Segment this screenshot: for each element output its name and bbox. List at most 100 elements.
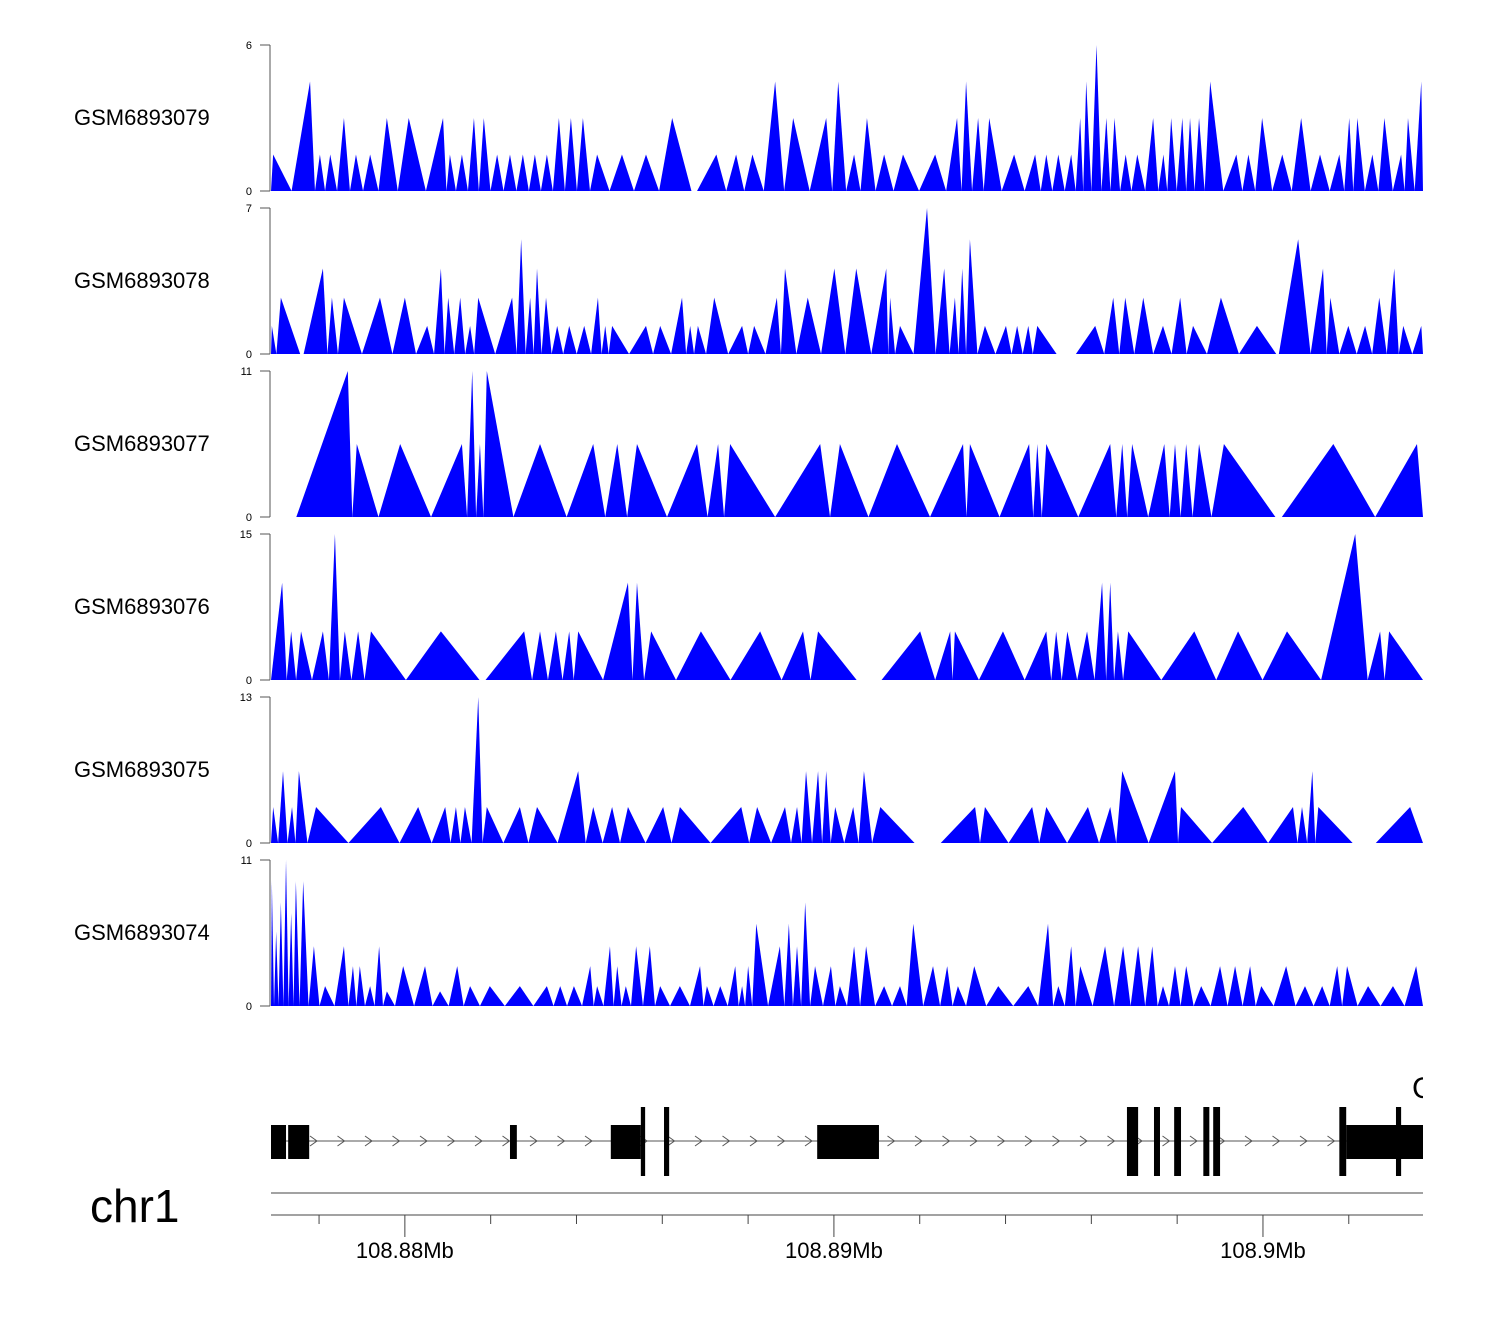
track-label: GSM6893075 <box>74 757 210 782</box>
signal-peak <box>1268 807 1298 843</box>
signal-peak <box>1342 966 1358 1006</box>
signal-peak <box>1022 325 1033 354</box>
track-GSM6893074: 0 11 GSM6893074 <box>74 855 1423 1013</box>
signal-peak <box>671 807 711 843</box>
signal-peak <box>490 154 504 191</box>
signal-peak <box>1052 154 1065 191</box>
signal-peak <box>645 807 672 843</box>
signal-peak <box>809 118 833 191</box>
signal-peak <box>483 371 514 517</box>
data-tracks: 0 6 GSM6893079 0 7 GSM6893078 0 11 GSM6893077 0 15… <box>74 40 1423 1013</box>
signal-peak <box>307 807 349 843</box>
signal-peak <box>781 631 811 680</box>
signal-peak <box>935 631 953 680</box>
signal-peak <box>749 807 772 843</box>
strand-arrow-icon <box>722 1135 731 1147</box>
signal-peak <box>775 444 831 517</box>
exon <box>610 1125 641 1159</box>
signal-peak <box>1039 807 1068 843</box>
signal-peak <box>977 325 996 354</box>
signal-peak <box>557 771 586 843</box>
genome-axis: 108.88Mb 108.89Mb 108.9Mb <box>271 1192 1423 1263</box>
signal-peak <box>1153 325 1172 354</box>
signal-peak <box>293 881 300 1006</box>
signal-peak <box>541 297 552 354</box>
signal-peak <box>1357 986 1381 1006</box>
signal-peak <box>1186 325 1207 354</box>
signal-peak <box>830 807 845 843</box>
signal-peak <box>503 807 529 843</box>
strand-arrow-icon <box>474 1135 483 1147</box>
signal-peak <box>374 946 383 1006</box>
signal-peak <box>1278 239 1311 354</box>
signal-peak <box>845 268 872 354</box>
signal-peak <box>1161 631 1217 680</box>
signal-peak <box>602 807 621 843</box>
strand-arrow-icon <box>392 1135 401 1147</box>
signal-peak <box>1329 966 1343 1006</box>
signal-peak <box>1094 582 1107 680</box>
signal-peak <box>748 325 766 354</box>
signal-peak <box>573 631 604 680</box>
strand-arrow-icon <box>1024 1135 1033 1147</box>
track-label: GSM6893077 <box>74 431 210 456</box>
signal-peak <box>780 268 797 354</box>
signal-peak <box>1040 154 1053 191</box>
signal-peak <box>591 297 602 354</box>
signal-peak <box>1075 325 1105 354</box>
exon <box>1126 1107 1139 1176</box>
signal-peak <box>1092 946 1115 1006</box>
signal-peak <box>946 118 962 191</box>
signal-peak <box>952 631 979 680</box>
signal-peak <box>271 325 277 354</box>
signal-peak <box>1353 118 1365 191</box>
signal-peak <box>533 268 542 354</box>
signal-peak <box>801 902 811 1006</box>
signal-peak <box>448 966 464 1006</box>
exon <box>664 1107 670 1176</box>
signal-peak <box>860 118 876 191</box>
signal-peak <box>847 946 861 1006</box>
signal-peak <box>553 986 568 1006</box>
signal-peak <box>528 807 558 843</box>
signal-peak <box>1116 771 1149 843</box>
strand-arrow-icon <box>804 1135 813 1147</box>
signal-peak <box>1212 807 1269 843</box>
signal-peak <box>1262 631 1322 680</box>
signal-peak <box>763 81 785 191</box>
signal-peak <box>1339 325 1357 354</box>
signal-peak <box>271 881 275 1006</box>
signal-peak <box>540 154 553 191</box>
signal-peak <box>694 325 707 354</box>
signal-peak <box>875 154 894 191</box>
track-GSM6893075: 0 13 GSM6893075 <box>74 692 1423 850</box>
signal-peak <box>1295 986 1314 1006</box>
gene-label: C <box>1412 1072 1434 1105</box>
signal-peak <box>1310 154 1330 191</box>
signal-peak <box>476 444 484 517</box>
signal-peak <box>689 966 704 1006</box>
signal-peak <box>356 966 365 1006</box>
signal-peak <box>1178 807 1213 843</box>
signal-peak <box>659 118 692 191</box>
signal-peak <box>875 986 893 1006</box>
signal-peak <box>895 325 914 354</box>
signal-peak <box>1157 986 1170 1006</box>
signal-peak <box>791 807 802 843</box>
signal-peak <box>670 986 690 1006</box>
y-tick-label-max: 7 <box>246 203 252 215</box>
signal-peak <box>609 154 634 191</box>
signal-peak <box>339 631 352 680</box>
signal-peak <box>771 807 792 843</box>
signal-peak <box>474 297 496 354</box>
signal-peak <box>1171 297 1187 354</box>
signal-peak <box>1186 118 1195 191</box>
exon <box>1153 1107 1160 1176</box>
signal-peak <box>603 946 614 1006</box>
signal-peak <box>744 154 764 191</box>
signal-peak <box>1315 807 1353 843</box>
signal-peak <box>271 154 292 191</box>
signal-peak <box>1075 966 1093 1006</box>
strand-arrow-icon <box>777 1135 786 1147</box>
